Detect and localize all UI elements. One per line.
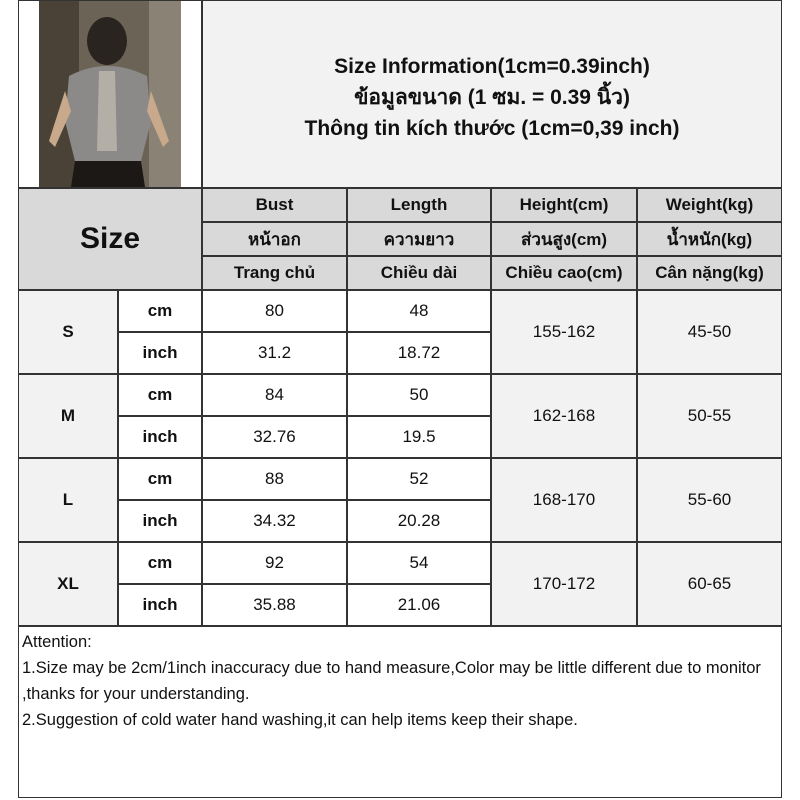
attention-heading: Attention: (22, 633, 92, 651)
weight-value: 60-65 (637, 542, 782, 626)
title-vietnamese: Thông tin kích thước (1cm=0,39 inch) (304, 117, 680, 140)
unit-label: inch (118, 500, 202, 542)
height-value: 170-172 (491, 542, 637, 626)
length-value: 48 (347, 290, 491, 332)
length-value: 21.06 (347, 584, 491, 626)
weight-value: 45-50 (637, 290, 782, 374)
title-english: Size Information(1cm=0.39inch) (334, 55, 650, 78)
column-header-th: ความยาว (347, 222, 491, 256)
unit-label: cm (118, 290, 202, 332)
unit-label: cm (118, 458, 202, 500)
length-value: 18.72 (347, 332, 491, 374)
unit-label: inch (118, 416, 202, 458)
size-label: L (18, 458, 118, 542)
column-header-th: ส่วนสูง(cm) (491, 222, 637, 256)
size-header: Size (18, 188, 202, 290)
unit-label: inch (118, 332, 202, 374)
length-value: 52 (347, 458, 491, 500)
size-label: XL (18, 542, 118, 626)
attention-note-2: 2.Suggestion of cold water hand washing,… (22, 711, 578, 729)
column-header-en: Weight(kg) (637, 188, 782, 222)
product-photo (18, 0, 202, 188)
length-value: 54 (347, 542, 491, 584)
title-thai: ข้อมูลขนาด (1 ซม. = 0.39 นิ้ว) (354, 86, 630, 109)
length-value: 20.28 (347, 500, 491, 542)
bust-value: 84 (202, 374, 347, 416)
height-value: 155-162 (491, 290, 637, 374)
weight-value: 50-55 (637, 374, 782, 458)
bust-value: 88 (202, 458, 347, 500)
bust-value: 32.76 (202, 416, 347, 458)
column-header-vi: Chiều dài (347, 256, 491, 290)
length-value: 50 (347, 374, 491, 416)
column-header-en: Height(cm) (491, 188, 637, 222)
height-value: 168-170 (491, 458, 637, 542)
weight-value: 55-60 (637, 458, 782, 542)
column-header-en: Bust (202, 188, 347, 222)
unit-label: inch (118, 584, 202, 626)
bust-value: 34.32 (202, 500, 347, 542)
column-header-th: หน้าอก (202, 222, 347, 256)
attention-note-1: 1.Size may be 2cm/1inch inaccuracy due t… (22, 659, 761, 703)
column-header-vi: Cân nặng(kg) (637, 256, 782, 290)
column-header-vi: Chiều cao(cm) (491, 256, 637, 290)
bust-value: 80 (202, 290, 347, 332)
column-header-th: น้ำหนัก(kg) (637, 222, 782, 256)
length-value: 19.5 (347, 416, 491, 458)
unit-label: cm (118, 542, 202, 584)
column-header-en: Length (347, 188, 491, 222)
bust-value: 92 (202, 542, 347, 584)
bust-value: 31.2 (202, 332, 347, 374)
height-value: 162-168 (491, 374, 637, 458)
bust-value: 35.88 (202, 584, 347, 626)
attention-notes: Attention: 1.Size may be 2cm/1inch inacc… (18, 626, 782, 798)
unit-label: cm (118, 374, 202, 416)
column-header-vi: Trang chủ (202, 256, 347, 290)
size-label: M (18, 374, 118, 458)
size-info-title: Size Information(1cm=0.39inch) ข้อมูลขนา… (202, 0, 782, 188)
model-back-photo (39, 1, 181, 187)
size-label: S (18, 290, 118, 374)
